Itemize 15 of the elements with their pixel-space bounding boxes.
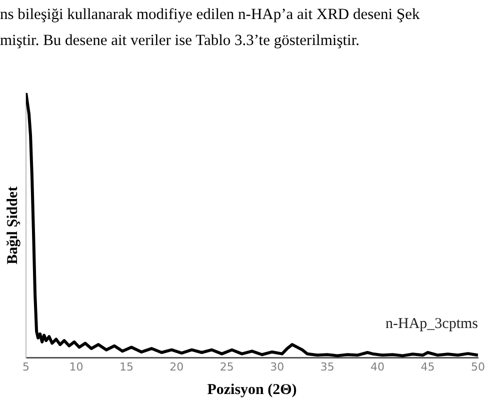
x-tick-label: 15: [119, 360, 134, 374]
x-tick-label: 25: [220, 360, 234, 374]
x-tick-label: 40: [370, 360, 385, 374]
x-tick-label: 5: [22, 360, 30, 374]
x-tick-label: 10: [69, 360, 84, 374]
text: miştir. Bu desene ait veriler ise Tablo 3.3’te gösterilmiştir.: [0, 31, 361, 51]
x-tick-label: 30: [270, 360, 284, 374]
x-tick-label: 35: [320, 360, 334, 374]
x-tick-label: 20: [170, 360, 184, 374]
x-axis-title: Pozisyon (2Θ): [207, 382, 297, 398]
series-label: n-HAp_3cptms: [386, 316, 478, 332]
x-tick-label: 50: [471, 360, 485, 374]
y-axis-title: Bağıl Şiddet: [4, 186, 21, 264]
x-tick-label: 45: [420, 360, 435, 374]
text: ns bileşiği kullanarak modifiye edilen n-HAp’a ait XRD deseni Şek: [0, 5, 421, 25]
